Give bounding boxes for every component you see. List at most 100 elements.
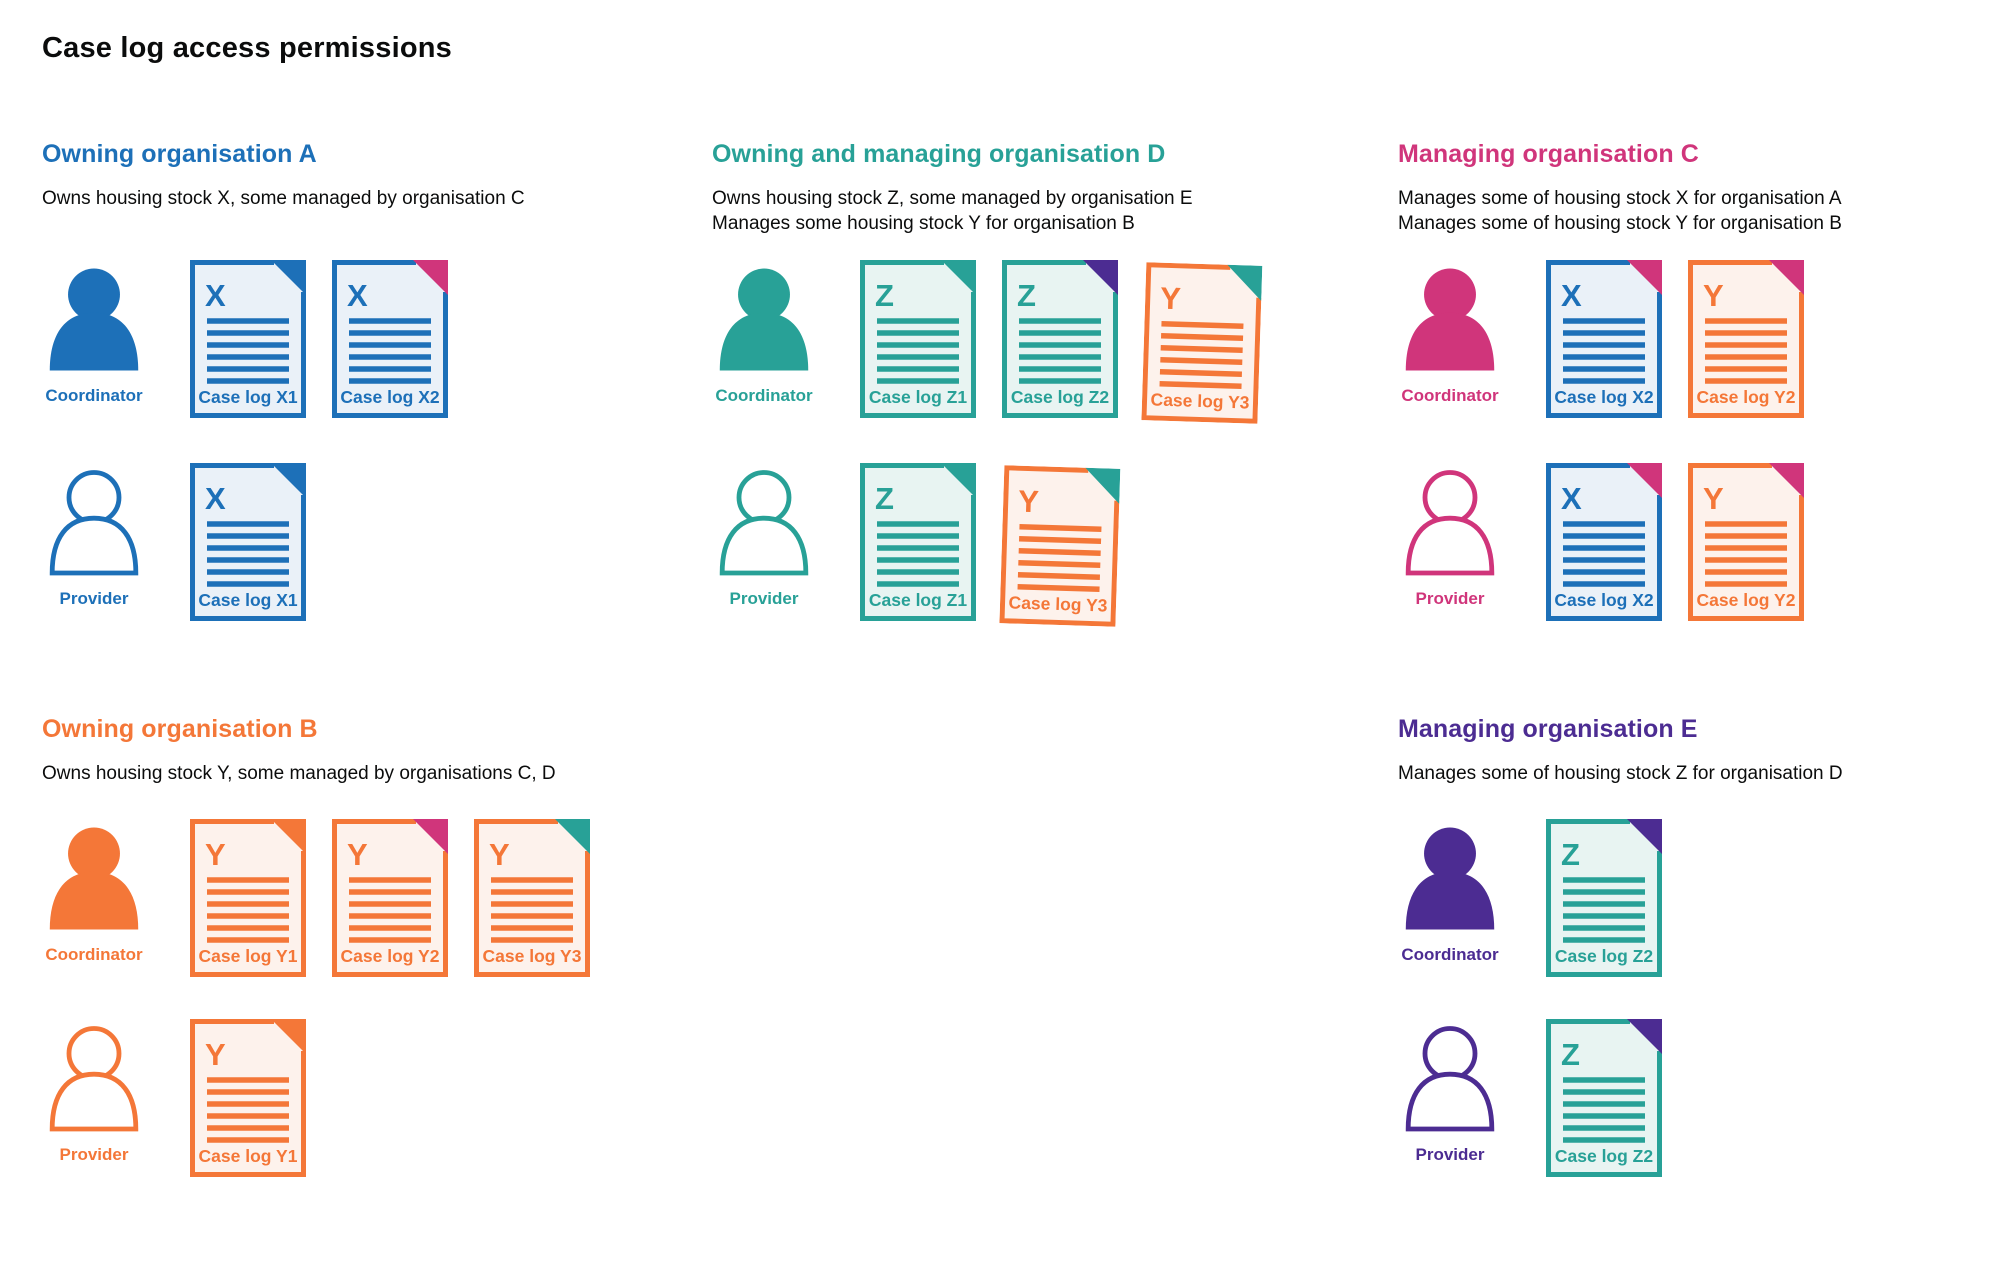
stock-letter: X: [1561, 278, 1582, 313]
document-text-lines: [1705, 521, 1787, 587]
coordinator-row: Coordinator Z Case log Z2: [1398, 819, 1662, 977]
section-description: Manages some of housing stock X for orga…: [1398, 186, 1988, 236]
section-title: Owning organisation B: [42, 715, 318, 743]
role-label: Provider: [1415, 1145, 1485, 1164]
doc-label: Case log Y2: [1697, 387, 1796, 407]
stock-letter: Z: [1017, 278, 1036, 313]
role-label: Coordinator: [1401, 945, 1499, 964]
document-icon: X Case log X2: [332, 260, 448, 418]
case-log-document: Y Case log Y1: [190, 819, 306, 977]
person-shoulders: [49, 871, 139, 930]
doc-list: X Case log X2 Y Case log Y2: [1546, 463, 1804, 621]
folded-corner: [1085, 467, 1121, 504]
document-page: [190, 463, 306, 621]
section-title: Owning organisation A: [42, 140, 317, 168]
doc-list: Y Case log Y1 Y Case log Y2 Y Case log Y3: [190, 819, 590, 977]
doc-label: Case log Z2: [1011, 387, 1109, 407]
person-shoulders: [49, 312, 139, 371]
doc-label: Case log X1: [198, 590, 297, 610]
folded-corner: [1227, 264, 1263, 301]
role-label: Coordinator: [715, 386, 813, 405]
doc-label: Case log Y3: [483, 946, 582, 966]
folded-corner: [1627, 819, 1662, 854]
folded-corner: [1627, 463, 1662, 498]
coordinator-icon: [49, 827, 139, 930]
person-head: [1424, 827, 1476, 880]
doc-label: Case log Z2: [1555, 946, 1653, 966]
section-title: Owning and managing organisation D: [712, 140, 1166, 168]
page-title: Case log access permissions: [42, 32, 452, 64]
coordinator-row: Coordinator Y Case log Y1 Y Case log Y2 Y Case…: [42, 819, 590, 977]
person-head: [68, 827, 120, 880]
person-head: [738, 268, 790, 321]
document-page: [1002, 260, 1118, 418]
section-description: Owns housing stock X, some managed by or…: [42, 186, 682, 211]
case-log-document: Z Case log Z2: [1546, 1019, 1662, 1177]
section-description: Owns housing stock Y, some managed by or…: [42, 761, 692, 786]
provider-icon: [49, 1026, 139, 1132]
case-log-document: X Case log X1: [190, 463, 306, 621]
doc-list: Z Case log Z1 Z Case log Z2 Y Case log Y3: [860, 260, 1263, 424]
document-text-lines: [1563, 1077, 1645, 1143]
person-shoulders: [49, 1071, 139, 1132]
folded-corner: [1083, 260, 1118, 295]
folded-corner: [271, 1019, 306, 1054]
document-text-lines: [877, 318, 959, 384]
person-provider: Provider: [1398, 1025, 1502, 1165]
document-text-lines: [207, 521, 289, 587]
stock-letter: Y: [1018, 484, 1040, 520]
section-description-line: Owns housing stock X, some managed by or…: [42, 188, 525, 209]
document-icon: Z Case log Z1: [860, 463, 976, 621]
case-log-document: Z Case log Z1: [860, 260, 976, 418]
case-log-document: Y Case log Y1: [190, 1019, 306, 1177]
stock-letter: X: [1561, 481, 1582, 516]
person-shoulders: [1405, 1071, 1495, 1132]
role-label: Provider: [729, 589, 799, 608]
document-icon: Y Case log Y3: [999, 465, 1121, 627]
document-page: [332, 819, 448, 977]
person-coordinator: Coordinator: [1398, 825, 1502, 965]
coordinator-icon: [1405, 827, 1495, 930]
document-text-lines: [877, 521, 959, 587]
folded-corner: [271, 463, 306, 498]
person-head: [1422, 470, 1478, 525]
person-shoulders: [719, 312, 809, 371]
section-description-line: Owns housing stock Y, some managed by or…: [42, 763, 556, 784]
doc-list: Z Case log Z1 Y Case log Y3: [860, 463, 1121, 627]
person-coordinator: Coordinator: [1398, 266, 1502, 406]
document-icon: Y Case log Y1: [190, 1019, 306, 1177]
stock-letter: Y: [1703, 278, 1724, 313]
doc-list: Z Case log Z2: [1546, 1019, 1662, 1177]
document-icon: Z Case log Z2: [1546, 1019, 1662, 1177]
doc-list: X Case log X2 Y Case log Y2: [1546, 260, 1804, 418]
role-label: Provider: [59, 1145, 129, 1164]
document-icon: Y Case log Y3: [1141, 262, 1263, 424]
person-shoulders: [719, 515, 809, 576]
document-icon: Y Case log Y2: [1688, 260, 1804, 418]
person-provider: Provider: [42, 469, 146, 609]
section-owning-organisation-b: Owning organisation B Owns housing stock …: [42, 715, 692, 1177]
case-log-document: X Case log X1: [190, 260, 306, 418]
case-log-document: Y Case log Y2: [1688, 463, 1804, 621]
document-icon: X Case log X1: [190, 463, 306, 621]
section-managing-organisation-c: Managing organisation C Manages some of h…: [1398, 140, 1988, 621]
section-title: Managing organisation E: [1398, 715, 1698, 743]
case-log-document: Y Case log Y2: [332, 819, 448, 977]
doc-label: Case log Z1: [869, 590, 967, 610]
doc-label: Case log Y2: [1697, 590, 1796, 610]
person-head: [66, 470, 122, 525]
person-head: [68, 268, 120, 321]
case-log-document: X Case log X2: [1546, 463, 1662, 621]
person-shoulders: [1405, 515, 1495, 576]
person-shoulders: [49, 515, 139, 576]
document-page: [1546, 1019, 1662, 1177]
section-owning-and-managing-organisation-d: Owning and managing organisation D Owns h…: [712, 140, 1362, 627]
coordinator-row: Coordinator X Case log X1 X Case log X2: [42, 260, 448, 418]
section-owning-organisation-a: Owning organisation A Owns housing stock …: [42, 140, 682, 621]
person-head: [1424, 268, 1476, 321]
provider-row: Provider Z Case log Z1 Y Case log Y3: [712, 463, 1121, 627]
document-text-lines: [207, 1077, 289, 1143]
document-icon: Z Case log Z2: [1002, 260, 1118, 418]
doc-label: Case log X2: [1554, 590, 1653, 610]
stock-letter: X: [205, 278, 226, 313]
